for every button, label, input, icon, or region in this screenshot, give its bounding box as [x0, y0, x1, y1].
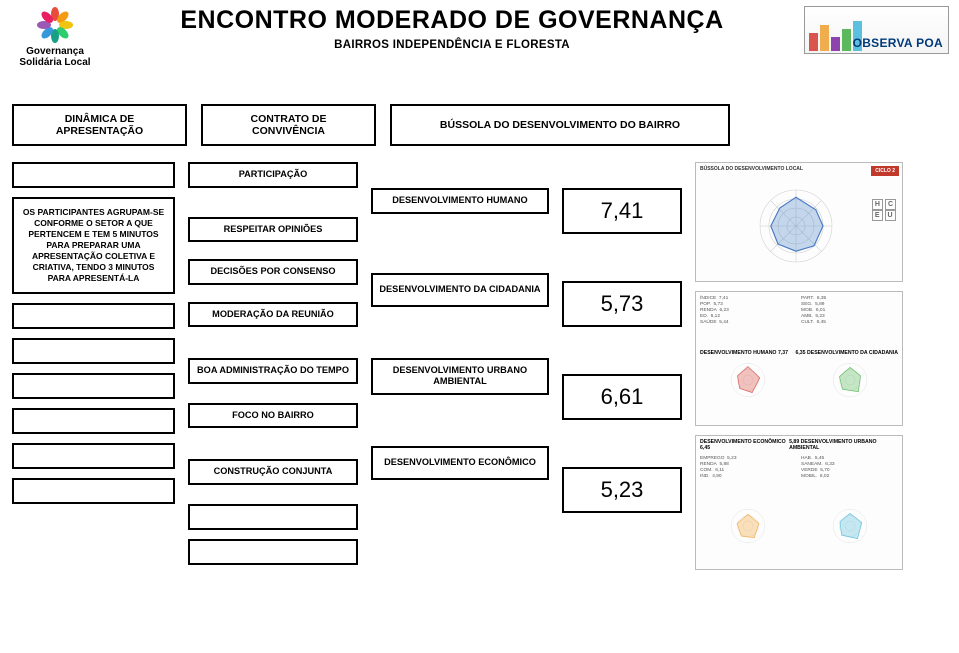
red-tag: CICLO 2	[871, 166, 899, 176]
radar-small-1	[727, 359, 769, 401]
thumb-middle: ÍNDICE 7,41POP. 5,73RENDA 6,23ED. 6,12SA…	[695, 291, 903, 426]
radar-main	[751, 181, 841, 271]
main-grid: OS PARTICIPANTES AGRUPAM-SE CONFORME O S…	[12, 162, 947, 570]
box-contrato: CONTRATO DE CONVIVÊNCIA	[201, 104, 376, 146]
empty-box	[188, 504, 358, 530]
title-block: ENCONTRO MODERADO DE GOVERNANÇA BAIRROS …	[110, 6, 794, 51]
radar-small-4	[829, 505, 871, 547]
empty-box	[188, 539, 358, 565]
box-bussola: BÚSSOLA DO DESENVOLVIMENTO DO BAIRRO	[390, 104, 730, 146]
empty-box	[12, 478, 175, 504]
empty-box	[12, 443, 175, 469]
quadrant-labels: H C E U	[872, 199, 896, 221]
item-respeitar: RESPEITAR OPINIÕES	[188, 217, 358, 243]
metric-humano: 7,41	[562, 188, 682, 234]
col-metrics: 7,41 5,73 6,61 5,23	[562, 162, 682, 513]
thumb-bottom: DESENVOLVIMENTO ECONÔMICO 6,45 5,89 DESE…	[695, 435, 903, 570]
lbl-de: DESENVOLVIMENTO ECONÔMICO	[700, 439, 786, 445]
thumb-title: BÚSSOLA DO DESENVOLVIMENTO LOCAL	[700, 166, 803, 172]
item-tempo: BOA ADMINISTRAÇÃO DO TEMPO	[188, 358, 358, 384]
row-top: DINÂMICA DE APRESENTAÇÃO CONTRATO DE CON…	[12, 104, 947, 146]
col-thumbs: CICLO 2 BÚSSOLA DO DESENVOLVIMENTO LOCAL	[695, 162, 905, 570]
val-de: 6,45	[700, 445, 710, 451]
mini-table-left: ÍNDICE 7,41POP. 5,73RENDA 6,23ED. 6,12SA…	[700, 296, 797, 346]
lbl-dh: DESENVOLVIMENTO HUMANO	[700, 350, 776, 356]
thumb-bussola-main: CICLO 2 BÚSSOLA DO DESENVOLVIMENTO LOCAL	[695, 162, 903, 282]
page-title: ENCONTRO MODERADO DE GOVERNANÇA	[110, 6, 794, 35]
metric-economico: 5,23	[562, 467, 682, 513]
observa-logo: OBSERVA POA	[804, 6, 949, 54]
radar-small-3	[727, 505, 769, 547]
empty-box	[12, 338, 175, 364]
metric-cidadania: 5,73	[562, 281, 682, 327]
gov-text: Governança Solidária Local	[19, 46, 90, 68]
page-header: Governança Solidária Local ENCONTRO MODE…	[0, 0, 959, 72]
participants-desc: OS PARTICIPANTES AGRUPAM-SE CONFORME O S…	[12, 197, 175, 294]
empty-box	[12, 408, 175, 434]
box-dinamica: DINÂMICA DE APRESENTAÇÃO	[12, 104, 187, 146]
content-area: DINÂMICA DE APRESENTAÇÃO CONTRATO DE CON…	[0, 72, 959, 578]
page-subtitle: BAIRROS INDEPENDÊNCIA E FLORESTA	[110, 39, 794, 51]
lbl-dc: DESENVOLVIMENTO DA CIDADANIA	[807, 350, 898, 356]
dev-urbano: DESENVOLVIMENTO URBANO AMBIENTAL	[371, 358, 549, 395]
observa-text: OBSERVA POA	[853, 36, 943, 50]
mini-table-l2: EMPREGO 5,23RENDA 5,88COM. 6,11IND. 4,90	[700, 456, 797, 500]
dev-humano: DESENVOLVIMENTO HUMANO	[371, 188, 549, 214]
gov-logo-block: Governança Solidária Local	[10, 6, 100, 68]
dev-cidadania: DESENVOLVIMENTO DA CIDADANIA	[371, 273, 549, 307]
mini-table-r2: HAB. 5,45SANEAM. 6,33VERDE 5,70MOBIL. 6,…	[801, 456, 898, 500]
item-participacao: PARTICIPAÇÃO	[188, 162, 358, 188]
item-moderacao: MODERAÇÃO DA REUNIÃO	[188, 302, 358, 328]
item-foco: FOCO NO BAIRRO	[188, 403, 358, 429]
metric-urbano: 6,61	[562, 374, 682, 420]
empty-box	[12, 373, 175, 399]
empty-box	[12, 162, 175, 188]
item-decisoes: DECISÕES POR CONSENSO	[188, 259, 358, 285]
empty-box	[12, 303, 175, 329]
gov-line1: Governança	[26, 46, 84, 57]
dev-economico: DESENVOLVIMENTO ECONÔMICO	[371, 446, 549, 480]
col-contrato-items: PARTICIPAÇÃO RESPEITAR OPINIÕES DECISÕES…	[188, 162, 358, 565]
val-dh: 7,37	[778, 350, 788, 356]
mini-table-right: PART. 6,35SEG. 5,89MOB. 6,01AMB. 5,23CUL…	[801, 296, 898, 346]
circle-people-icon	[36, 6, 74, 44]
col-participantes: OS PARTICIPANTES AGRUPAM-SE CONFORME O S…	[12, 162, 175, 504]
gov-line2: Solidária Local	[19, 57, 90, 68]
lbl-du: DESENVOLVIMENTO URBANO AMBIENTAL	[789, 439, 876, 451]
radar-small-2	[829, 359, 871, 401]
val-dc: 6,35	[795, 350, 805, 356]
col-desenvolvimento: DESENVOLVIMENTO HUMANO DESENVOLVIMENTO D…	[371, 162, 549, 480]
item-construcao: CONSTRUÇÃO CONJUNTA	[188, 459, 358, 485]
